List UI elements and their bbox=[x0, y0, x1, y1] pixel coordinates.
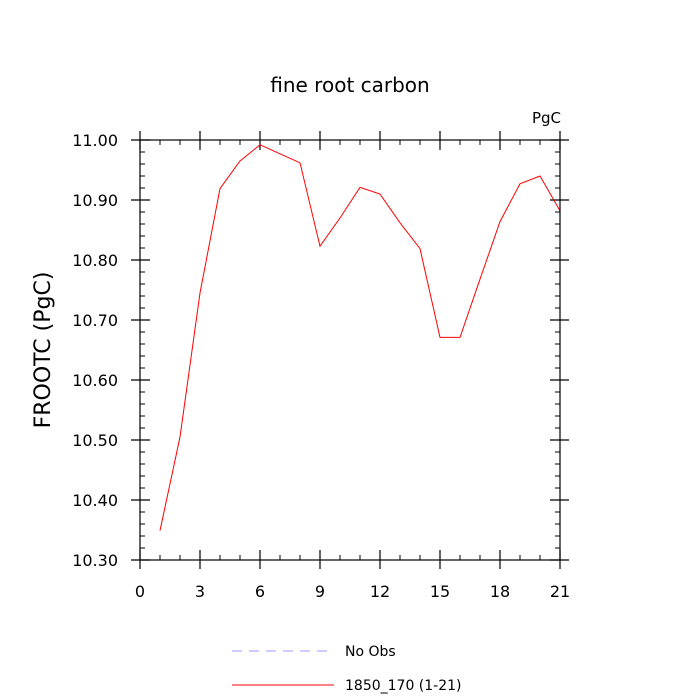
y-tick-label: 10.40 bbox=[72, 491, 118, 510]
x-tick-label: 0 bbox=[135, 582, 145, 601]
axis-ticks bbox=[131, 131, 569, 569]
x-tick-label: 9 bbox=[315, 582, 325, 601]
x-tick-labels: 0 3 6 9 12 15 18 21 bbox=[135, 582, 570, 601]
y-tick-label: 10.30 bbox=[72, 551, 118, 570]
y-tick-label: 10.50 bbox=[72, 431, 118, 450]
y-axis-label: FROOTC (PgC) bbox=[31, 272, 56, 429]
legend-label: No Obs bbox=[345, 644, 396, 660]
x-tick-label: 3 bbox=[195, 582, 205, 601]
y-tick-label: 10.80 bbox=[72, 251, 118, 270]
y-tick-label: 10.70 bbox=[72, 311, 118, 330]
units-label: PgC bbox=[532, 109, 561, 127]
plot-frame bbox=[139, 139, 561, 561]
x-tick-label: 21 bbox=[550, 582, 570, 601]
chart-title: fine root carbon bbox=[270, 73, 429, 97]
y-tick-label: 11.00 bbox=[72, 131, 118, 150]
y-tick-label: 10.60 bbox=[72, 371, 118, 390]
legend: No Obs 1850_170 (1-21) bbox=[232, 644, 462, 694]
series-layer bbox=[159, 144, 561, 531]
x-tick-label: 6 bbox=[255, 582, 265, 601]
x-tick-label: 18 bbox=[490, 582, 510, 601]
legend-label: 1850_170 (1-21) bbox=[345, 678, 462, 694]
x-tick-label: 15 bbox=[430, 582, 450, 601]
y-tick-label: 10.90 bbox=[72, 191, 118, 210]
y-tick-labels: 10.30 10.40 10.50 10.60 10.70 10.80 10.90 11.00 bbox=[72, 131, 118, 570]
series-line bbox=[159, 144, 561, 531]
x-tick-label: 12 bbox=[370, 582, 390, 601]
